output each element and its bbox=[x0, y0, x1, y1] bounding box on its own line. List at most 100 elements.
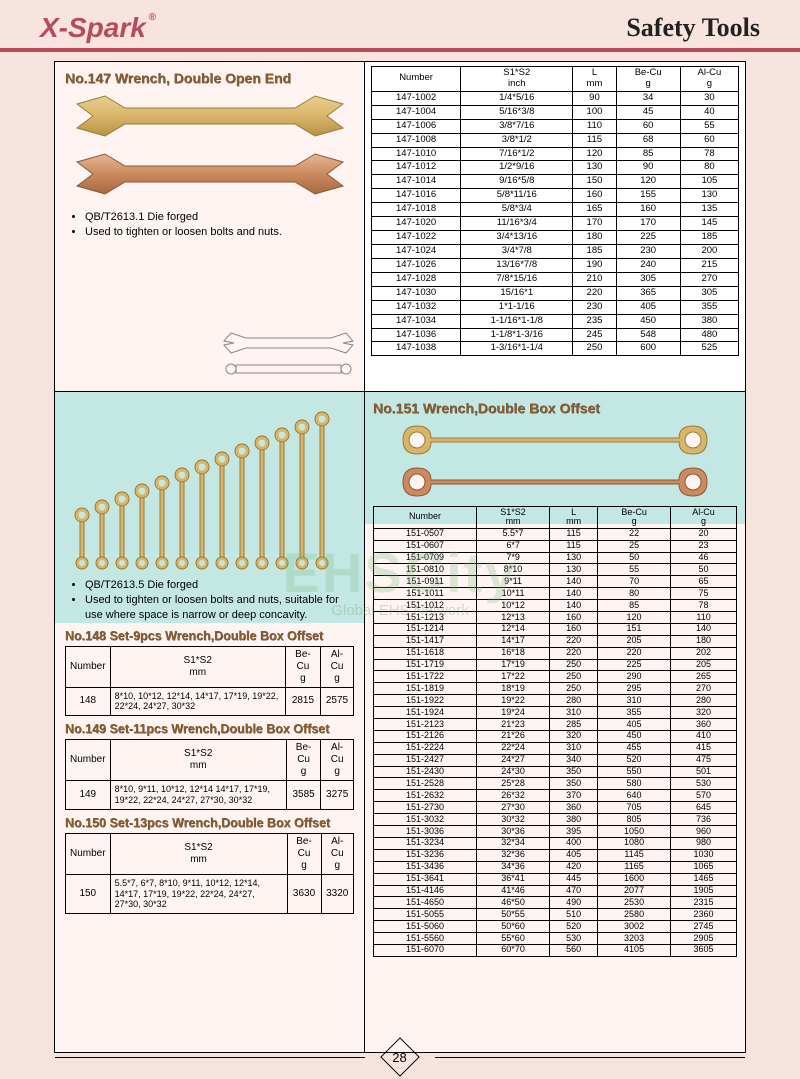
table-cell: 55 bbox=[598, 564, 671, 576]
table-cell: 147-1036 bbox=[372, 328, 461, 342]
table-row: 151-172217*22250290265 bbox=[374, 671, 737, 683]
note-item: Used to tighten or loosen bolts and nuts… bbox=[85, 593, 354, 623]
table-cell: 151-1819 bbox=[374, 683, 477, 695]
table-151: NumberS1*S2mmLmmBe-CugAl-Cug151-05075.5*… bbox=[373, 506, 737, 957]
table-cell: 55*60 bbox=[477, 933, 550, 945]
table-cell: 115 bbox=[573, 133, 616, 147]
table-cell: 230 bbox=[573, 300, 616, 314]
heading-149: No.149 Set-11pcs Wrench,Double Box Offse… bbox=[65, 722, 354, 736]
table-cell: 130 bbox=[550, 552, 598, 564]
brand-text: X-Spark bbox=[40, 12, 146, 43]
table-cell: 151-2730 bbox=[374, 802, 477, 814]
table-row: 151-161816*18220220202 bbox=[374, 647, 737, 659]
table-cell: 155 bbox=[616, 189, 680, 203]
table-cell: 25*28 bbox=[477, 778, 550, 790]
table-cell: 215 bbox=[680, 258, 738, 272]
table-cell: 10*12 bbox=[477, 600, 550, 612]
table-cell: 10*11 bbox=[477, 588, 550, 600]
table-cell: 185 bbox=[680, 231, 738, 245]
heading-147: No.147 Wrench, Double Open End bbox=[65, 70, 354, 86]
table-cell: 550 bbox=[598, 766, 671, 778]
table-cell: 270 bbox=[680, 272, 738, 286]
table-cell: 415 bbox=[671, 742, 737, 754]
table-cell: 18*19 bbox=[477, 683, 550, 695]
table-cell: 151-0607 bbox=[374, 540, 477, 552]
table-row: 151-08108*101305550 bbox=[374, 564, 737, 576]
table-cell: 151-2123 bbox=[374, 719, 477, 731]
table-cell: 7/8*15/16 bbox=[461, 272, 573, 286]
table-cell: 151-1012 bbox=[374, 600, 477, 612]
table-row: 151-171917*19250225205 bbox=[374, 659, 737, 671]
table-cell: 46*50 bbox=[477, 897, 550, 909]
table-cell: 2905 bbox=[671, 933, 737, 945]
section-lower: QB/T2613.5 Die forgedUsed to tighten or … bbox=[55, 392, 745, 1052]
table-cell: 225 bbox=[616, 231, 680, 245]
table-cell: 50*55 bbox=[477, 909, 550, 921]
table-cell: 68 bbox=[616, 133, 680, 147]
table-cell: 250 bbox=[550, 671, 598, 683]
table-cell: 510 bbox=[550, 909, 598, 921]
schematic-147 bbox=[221, 323, 356, 383]
table-cell: 5/8*11/16 bbox=[461, 189, 573, 203]
table-cell: 90 bbox=[573, 91, 616, 105]
page-number: 28 bbox=[386, 1043, 414, 1071]
table-cell: 151-2632 bbox=[374, 790, 477, 802]
table-cell: 9*11 bbox=[477, 576, 550, 588]
table-cell: 5.5*7 bbox=[477, 528, 550, 540]
table-cell: 135 bbox=[680, 203, 738, 217]
table-cell: 205 bbox=[598, 635, 671, 647]
table-header: Al-Cug bbox=[321, 646, 354, 687]
table-row: 151-121412*14160151140 bbox=[374, 623, 737, 635]
table-cell: 17*19 bbox=[477, 659, 550, 671]
table-cell: 120 bbox=[598, 612, 671, 624]
wrench-open-gold-image bbox=[75, 94, 345, 138]
table-row: 151-252825*28350580530 bbox=[374, 778, 737, 790]
table-cell: 1-1/8*1-3/16 bbox=[461, 328, 573, 342]
table-cell: 580 bbox=[598, 778, 671, 790]
table-cell: 560 bbox=[550, 944, 598, 956]
table-cell: 600 bbox=[616, 342, 680, 356]
table-cell: 34*36 bbox=[477, 861, 550, 873]
table-cell: 405 bbox=[616, 300, 680, 314]
table-cell: 355 bbox=[680, 300, 738, 314]
content-frame: No.147 Wrench, Double Open End bbox=[55, 62, 745, 1052]
note-item: QB/T2613.1 Die forged bbox=[85, 210, 354, 225]
table-row: 151-323432*344001080980 bbox=[374, 837, 737, 849]
table-cell: 151-3036 bbox=[374, 826, 477, 838]
set-notes: QB/T2613.5 Die forgedUsed to tighten or … bbox=[65, 578, 354, 623]
table-cell: 3630 bbox=[287, 874, 321, 913]
table-cell: 400 bbox=[550, 837, 598, 849]
table-cell: 380 bbox=[680, 314, 738, 328]
table-cell: 3/4*13/16 bbox=[461, 231, 573, 245]
table-row: 151-05075.5*71152220 bbox=[374, 528, 737, 540]
table-header: Be-Cug bbox=[616, 67, 680, 92]
table-cell: 8*10, 9*11, 10*12, 12*14 14*17, 17*19, 1… bbox=[110, 781, 286, 810]
table-cell: 160 bbox=[550, 612, 598, 624]
table-cell: 148 bbox=[66, 687, 111, 716]
table-cell: 480 bbox=[680, 328, 738, 342]
table-header: Number bbox=[66, 740, 111, 781]
table-cell: 150 bbox=[66, 874, 111, 913]
table-header: Number bbox=[66, 833, 111, 874]
table-cell: 32*36 bbox=[477, 849, 550, 861]
table-cell: 185 bbox=[573, 244, 616, 258]
table-row: 147-102613/16*7/8190240215 bbox=[372, 258, 739, 272]
table-cell: 310 bbox=[550, 707, 598, 719]
table-cell: 151-1719 bbox=[374, 659, 477, 671]
table-cell: 410 bbox=[671, 730, 737, 742]
table-cell: 225 bbox=[598, 659, 671, 671]
table-cell: 530 bbox=[671, 778, 737, 790]
table-row: 151-121312*13160120110 bbox=[374, 612, 737, 624]
table-cell: 147-1020 bbox=[372, 217, 461, 231]
table-cell: 150 bbox=[573, 175, 616, 189]
heading-151: No.151 Wrench,Double Box Offset bbox=[373, 400, 737, 416]
table-cell: 320 bbox=[671, 707, 737, 719]
table-row: 151-06076*71152523 bbox=[374, 540, 737, 552]
table-cell: 147-1004 bbox=[372, 105, 461, 119]
table-cell: 1145 bbox=[598, 849, 671, 861]
table-cell: 160 bbox=[573, 189, 616, 203]
brand-logo: X-Spark ® bbox=[40, 12, 146, 44]
table-cell: 147-1038 bbox=[372, 342, 461, 356]
table-cell: 202 bbox=[671, 647, 737, 659]
table-cell: 350 bbox=[550, 778, 598, 790]
